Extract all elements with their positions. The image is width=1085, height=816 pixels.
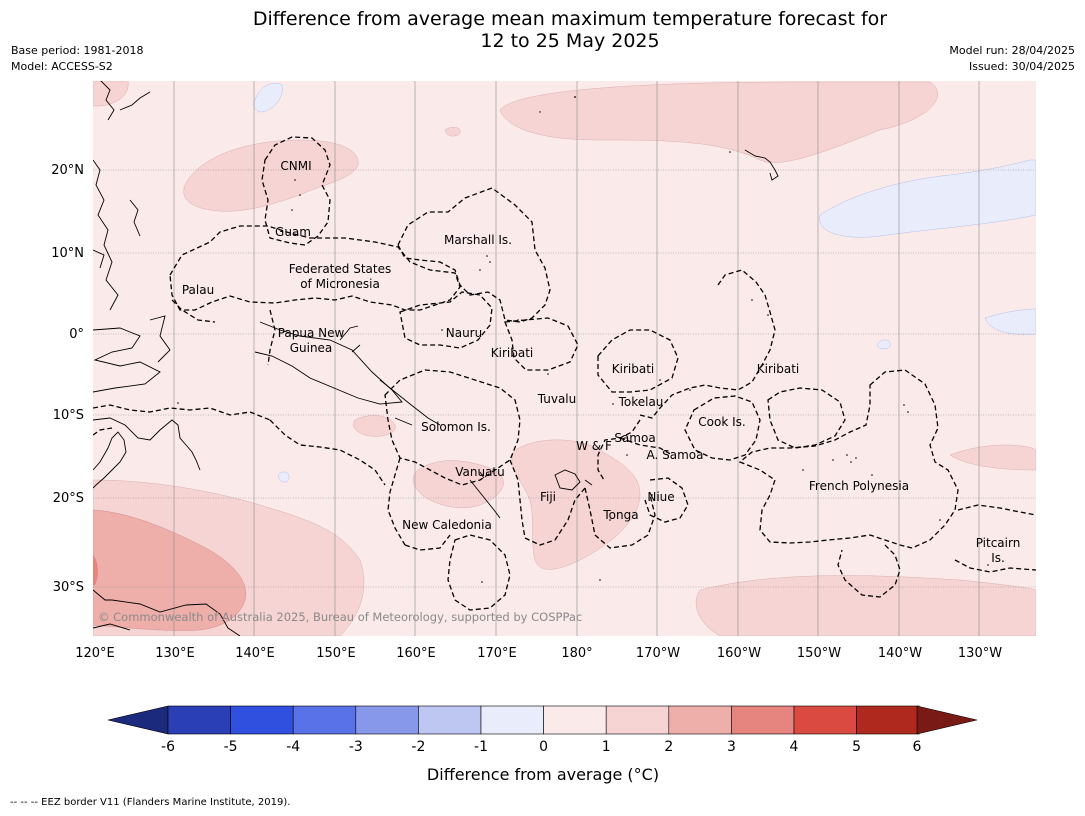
colorbar-tick-label: 5 — [852, 739, 861, 755]
region-label: Tonga — [602, 508, 638, 522]
region-label: Tuvalu — [537, 392, 577, 406]
eez-borders — [93, 136, 1036, 611]
lon-tick-label: 150°W — [797, 646, 841, 661]
colorbar-segment — [731, 705, 795, 735]
lon-tick-label: 130°E — [155, 646, 195, 661]
model-run: Model run: 28/04/2025 — [949, 44, 1075, 57]
colorbar-tick-label: 0 — [539, 739, 548, 755]
region-label: Kiribati — [757, 362, 799, 376]
lat-tick-label: 20°S — [53, 491, 84, 506]
region-label: Cook Is. — [698, 415, 745, 429]
title-line-2: 12 to 25 May 2025 — [480, 30, 660, 52]
lon-tick-label: 150°E — [316, 646, 356, 661]
region-label: Federated States — [289, 262, 391, 276]
colorbar-tick-label: -4 — [286, 739, 300, 755]
colorbar-segment — [668, 705, 732, 735]
lon-tick-label: 160°W — [717, 646, 761, 661]
lon-tick-label: 160°E — [396, 646, 436, 661]
lon-tick-label: 180° — [561, 646, 592, 661]
meta-right: Model run: 28/04/2025 Issued: 30/04/2025 — [949, 43, 1075, 75]
colorbar-label: Difference from average (°C) — [427, 765, 659, 784]
colorbar-segment — [418, 705, 482, 735]
model-name: Model: ACCESS-S2 — [11, 60, 113, 73]
coastlines — [93, 81, 779, 636]
anomaly-2-to-3-areas — [93, 509, 247, 631]
anomaly-3-to-4-areas — [93, 555, 98, 585]
issued-date: Issued: 30/04/2025 — [968, 60, 1075, 73]
region-label: Fiji — [540, 490, 556, 504]
lat-tick-label: 30°S — [53, 580, 84, 595]
region-label: Kiribati — [491, 346, 533, 360]
region-label: Pitcairn — [976, 536, 1021, 550]
colorbar-segment — [167, 705, 231, 735]
region-label: Niue — [647, 490, 674, 504]
region-label: Guam — [275, 225, 311, 239]
colorbar-segment — [543, 705, 607, 735]
gridlines — [93, 81, 1036, 636]
region-label: CNMI — [280, 159, 311, 173]
region-label: Samoa — [614, 431, 655, 445]
colorbar-segment — [292, 705, 357, 735]
region-label: Kiribati — [612, 362, 654, 376]
colorbar: -6 -5 -4 -3 -2 -1 0 1 2 3 4 5 6 Differen… — [107, 705, 978, 784]
colorbar-tick-label: -2 — [411, 739, 425, 755]
colorbar-segment — [480, 705, 544, 735]
region-labels: CNMI Guam Marshall Is. Federated States … — [182, 159, 1020, 565]
colorbar-segment — [793, 705, 857, 735]
colorbar-extend-high — [916, 705, 978, 735]
region-label: Nauru — [446, 326, 482, 340]
region-label: Solomon Is. — [421, 420, 491, 434]
region-label: French Polynesia — [809, 479, 909, 493]
colorbar-tick-label: 4 — [790, 739, 799, 755]
colorbar-tick-label: -6 — [161, 739, 175, 755]
meta-left: Base period: 1981-2018 Model: ACCESS-S2 — [11, 43, 143, 75]
region-label: Is. — [991, 551, 1005, 565]
small-islands — [177, 96, 989, 583]
region-label: of Micronesia — [300, 277, 380, 291]
colorbar-segment — [355, 705, 419, 735]
lon-tick-label: 140°W — [878, 646, 922, 661]
colorbar-tick-label: -1 — [474, 739, 488, 755]
lat-tick-label: 10°S — [53, 408, 84, 423]
region-label: Tokelau — [618, 395, 664, 409]
anomaly-minus-1-to-0-areas — [253, 82, 1036, 483]
colorbar-segment — [856, 705, 920, 735]
colorbar-segment — [230, 705, 294, 735]
lat-tick-label: 20°N — [51, 163, 84, 178]
region-label: Guinea — [290, 341, 333, 355]
lon-tick-label: 140°E — [235, 646, 275, 661]
map-panel: CNMI Guam Marshall Is. Federated States … — [93, 81, 1036, 636]
lon-tick-label: 130°W — [958, 646, 1002, 661]
lon-tick-label: 170°W — [636, 646, 680, 661]
chart-title: Difference from average mean maximum tem… — [0, 8, 1085, 52]
copyright-notice: © Commonwealth of Australia 2025, Bureau… — [98, 610, 582, 624]
colorbar-segment — [605, 705, 670, 735]
colorbar-tick-label: -3 — [349, 739, 363, 755]
region-label: Vanuatu — [455, 465, 505, 479]
colorbar-tick-label: 6 — [913, 739, 922, 755]
colorbar-ticks: -6 -5 -4 -3 -2 -1 0 1 2 3 4 5 6 — [161, 739, 922, 755]
region-label: Papua New — [278, 326, 345, 340]
region-label: Marshall Is. — [444, 233, 512, 247]
region-label: A. Samoa — [647, 448, 704, 462]
colorbar-tick-label: 1 — [602, 739, 611, 755]
region-label: Palau — [182, 283, 214, 297]
latitude-labels: 20°N 10°N 0° 10°S 20°S 30°S — [51, 163, 84, 595]
colorbar-tick-label: -5 — [224, 739, 238, 755]
colorbar-extend-low — [107, 705, 169, 735]
lon-tick-label: 120°E — [75, 646, 115, 661]
region-label: New Caledonia — [402, 518, 492, 532]
lat-tick-label: 0° — [69, 327, 84, 342]
longitude-labels: 120°E 130°E 140°E 150°E 160°E 170°E 180°… — [75, 646, 1002, 661]
title-line-1: Difference from average mean maximum tem… — [252, 8, 888, 30]
region-label: W & F — [576, 439, 612, 453]
eez-legend-note: -- -- -- EEZ border V11 (Flanders Marine… — [10, 797, 291, 808]
base-period: Base period: 1981-2018 — [11, 44, 144, 57]
lat-tick-label: 10°N — [51, 246, 84, 261]
colorbar-tick-label: 2 — [664, 739, 673, 755]
lon-tick-label: 170°E — [477, 646, 517, 661]
colorbar-tick-label: 3 — [727, 739, 736, 755]
